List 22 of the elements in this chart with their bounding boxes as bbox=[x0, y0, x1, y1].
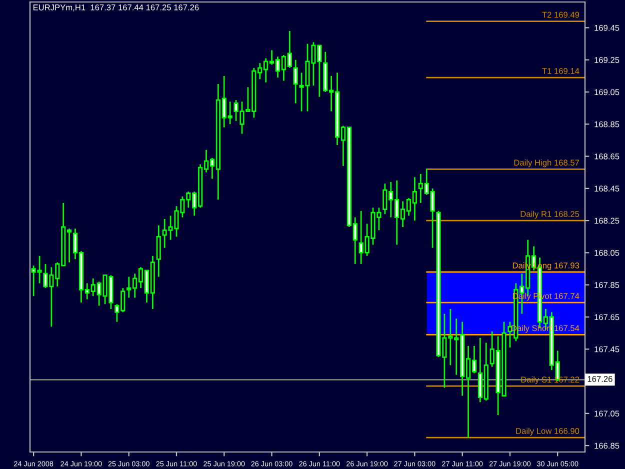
y-tick-label: 169.45 bbox=[594, 24, 620, 31]
y-tick-label: 168.05 bbox=[594, 250, 620, 256]
y-tick-label: 166.85 bbox=[594, 442, 620, 449]
y-tick-label: 167.45 bbox=[594, 346, 620, 352]
candlestick bbox=[293, 59, 298, 104]
y-tick-label: 168.45 bbox=[594, 186, 620, 192]
y-tick-label: 167.65 bbox=[594, 314, 620, 320]
y-tick-label: 168.85 bbox=[594, 121, 620, 128]
y-tick-label: 169.25 bbox=[594, 57, 620, 63]
ref-line-label: Daily R1 168.25 bbox=[520, 210, 580, 219]
ref-line-label: T2 169.49 bbox=[542, 12, 580, 18]
y-tick-label: 168.25 bbox=[594, 218, 620, 224]
y-tick-label: 169.05 bbox=[594, 89, 620, 96]
y-tick-label: 167.85 bbox=[594, 282, 620, 288]
y-tick-label: 168.65 bbox=[594, 153, 620, 160]
ref-line-label: Daily High 168.57 bbox=[514, 159, 580, 168]
chart-title: EURJPYm,H1 167.37 167.44 167.25 167.26 bbox=[33, 4, 199, 12]
y-tick-label: 167.05 bbox=[594, 410, 620, 417]
ref-line-label: T1 169.14 bbox=[542, 68, 580, 74]
ref-line-label: 167.26 bbox=[588, 376, 612, 382]
ref-line-label: Daily Low 166.90 bbox=[516, 428, 580, 436]
candlestick bbox=[156, 224, 161, 278]
